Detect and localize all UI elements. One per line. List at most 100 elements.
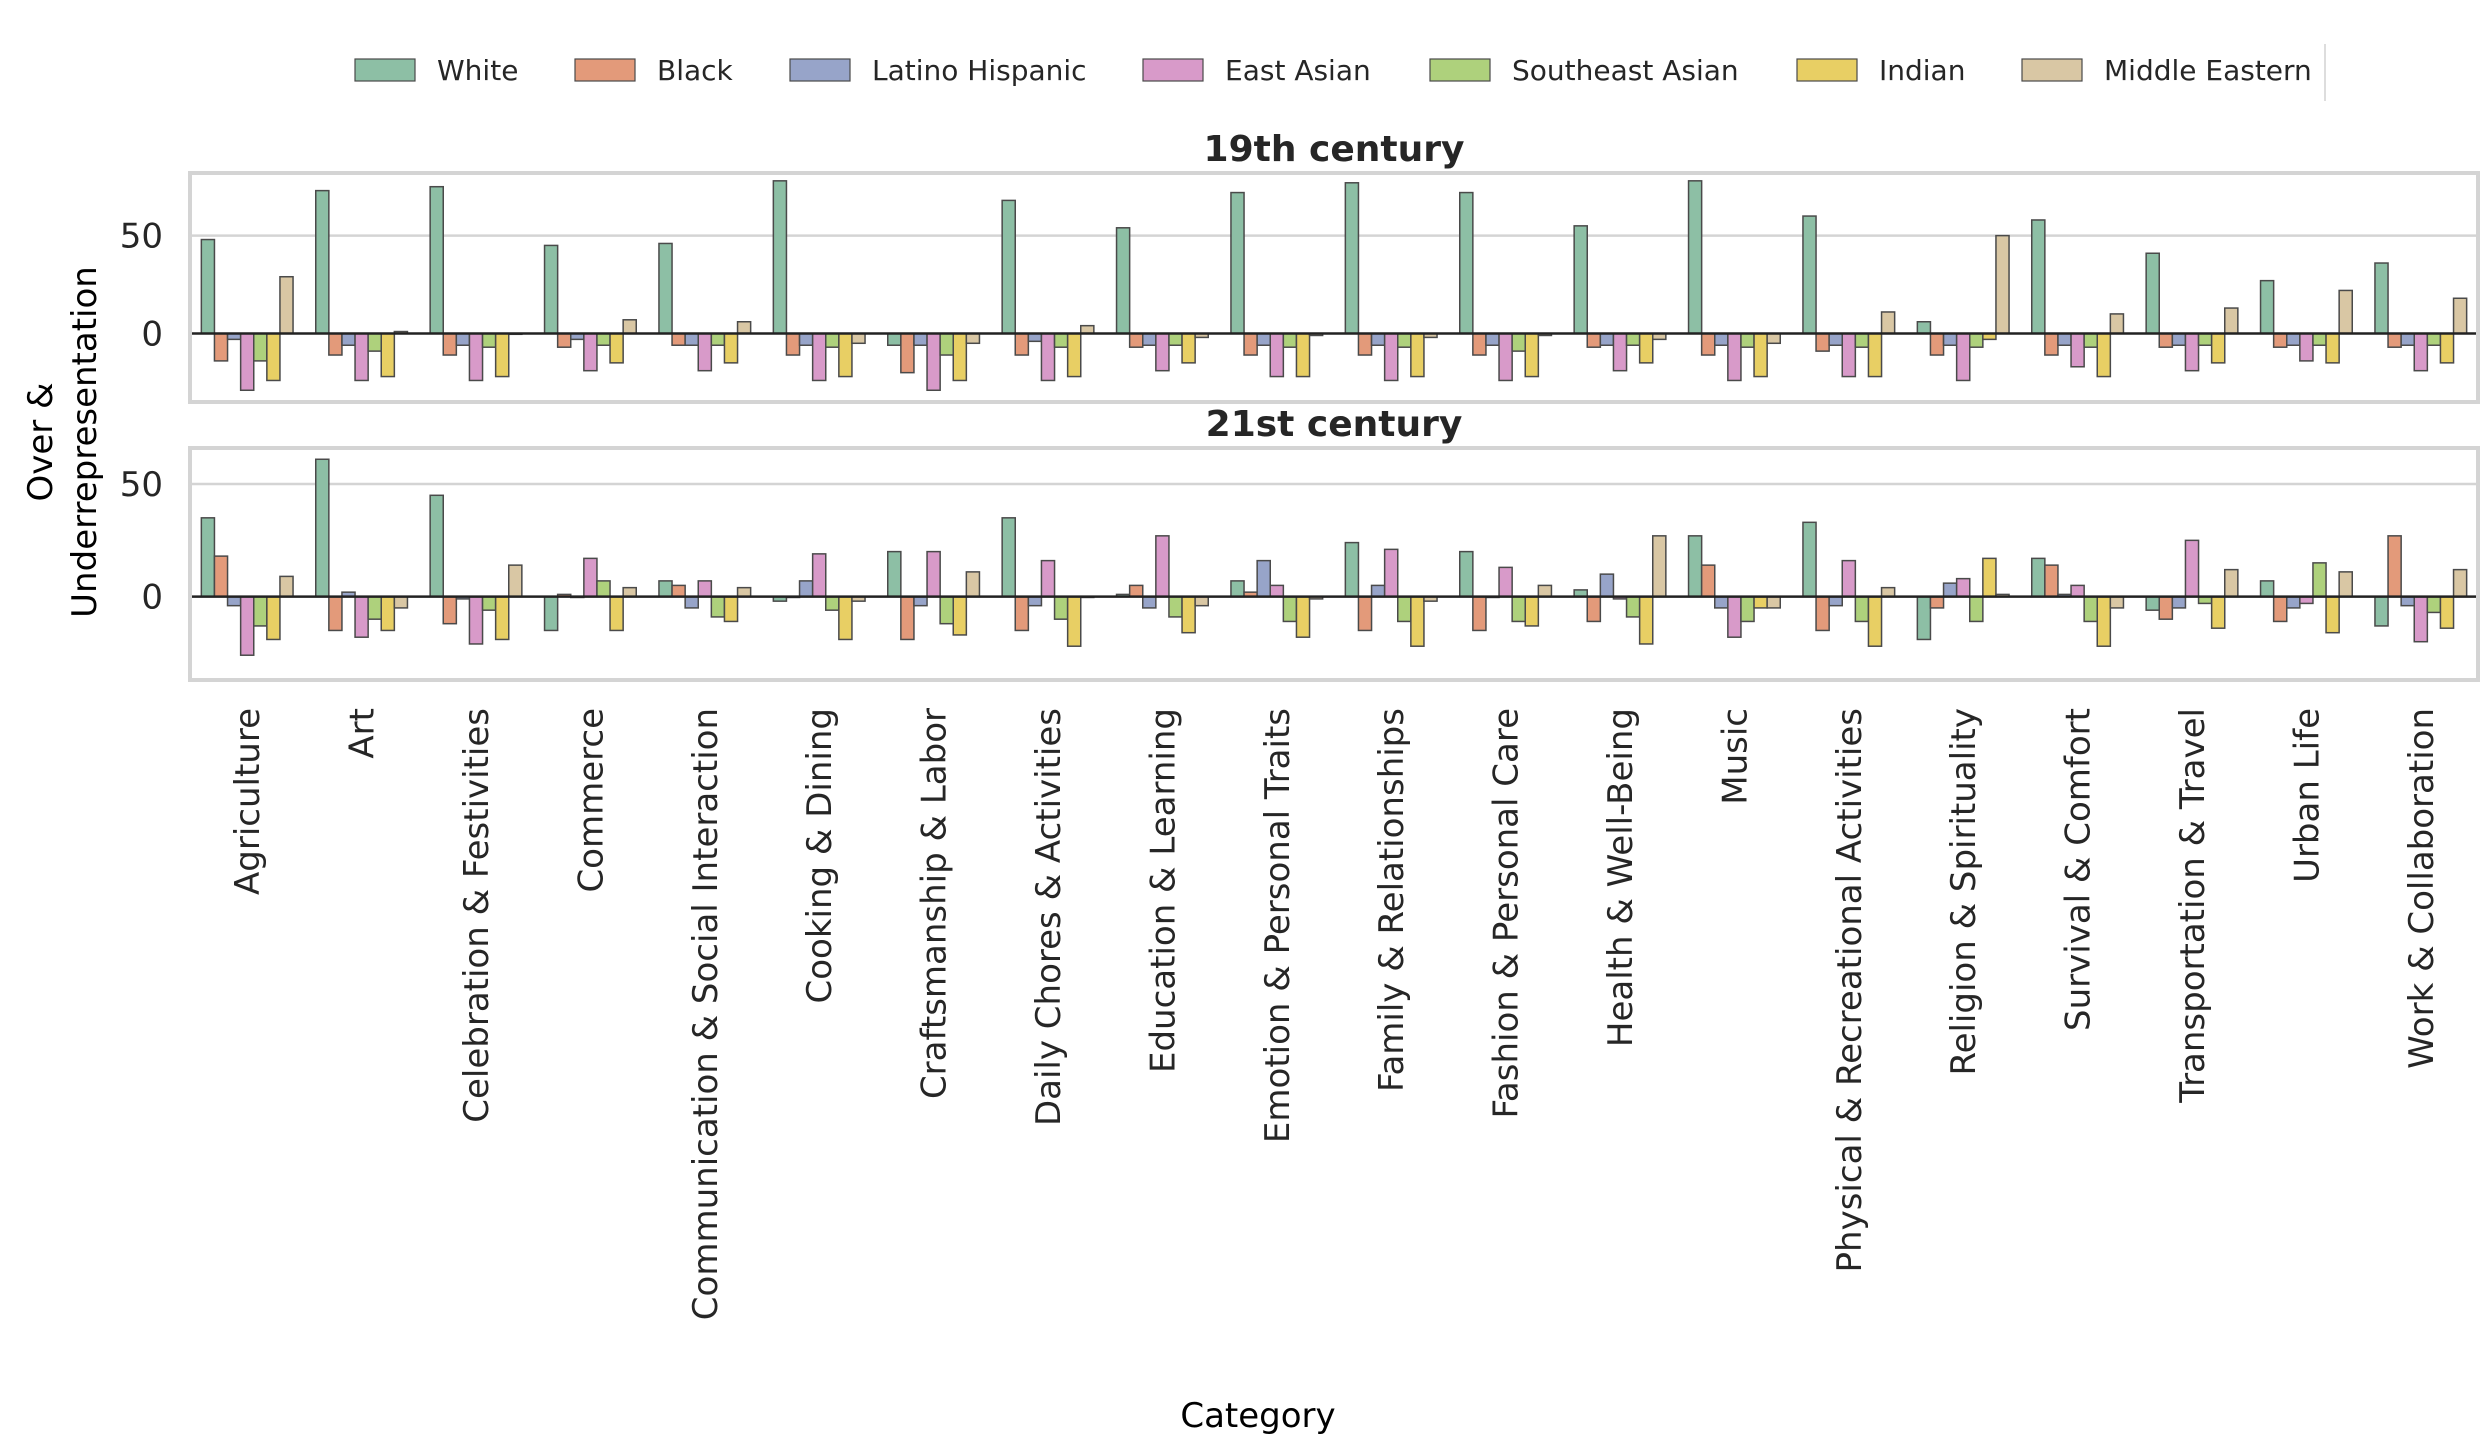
bar-southeast-asian-religion-and-spirituality bbox=[1969, 332, 1984, 348]
bar-east-asian-physical-and-recreational-activities bbox=[1841, 559, 1857, 598]
bar-white-daily-chores-and-activities bbox=[1001, 199, 1017, 335]
bar-white-celebration-and-festivities bbox=[429, 185, 444, 335]
bar-black-communication-and-social-interaction bbox=[671, 332, 686, 346]
bar-latino-hispanic-celebration-and-festivities bbox=[455, 332, 471, 346]
legend-label-white: White bbox=[437, 54, 518, 87]
bar-indian-craftsmanship-and-labor bbox=[952, 332, 968, 382]
category-tick-labels: Agriculture Art Celebration & Festivities C… bbox=[228, 708, 2442, 1320]
bar-indian-work-and-collaboration bbox=[2439, 332, 2455, 364]
bar-white-art bbox=[315, 189, 330, 335]
bar-white-craftsmanship-and-labor bbox=[887, 550, 902, 598]
bar-southeast-asian-education-and-learning bbox=[1168, 595, 1183, 618]
bar-east-asian-agriculture bbox=[239, 595, 255, 656]
bar-black-health-and-well-being bbox=[1586, 332, 1602, 348]
bar-latino-hispanic-transportation-and-travel bbox=[2171, 332, 2187, 346]
bar-east-asian-craftsmanship-and-labor bbox=[926, 332, 941, 392]
bar-southeast-asian-celebration-and-festivities bbox=[481, 595, 497, 611]
bar-east-asian-religion-and-spirituality bbox=[1955, 577, 1971, 598]
bar-indian-education-and-learning bbox=[1181, 332, 1196, 364]
category-label-craftsmanship-and-labor: Craftsmanship & Labor bbox=[915, 708, 955, 1099]
bar-southeast-asian-religion-and-spirituality bbox=[1969, 595, 1984, 623]
bar-white-emotion-and-personal-traits bbox=[1230, 580, 1245, 598]
bar-latino-hispanic-cooking-and-dining bbox=[798, 580, 814, 598]
bar-southeast-asian-art bbox=[367, 332, 382, 352]
bar-southeast-asian-daily-chores-and-activities bbox=[1053, 595, 1069, 620]
bar-white-health-and-well-being bbox=[1573, 225, 1589, 335]
bar-black-communication-and-social-interaction bbox=[671, 584, 686, 598]
bar-southeast-asian-daily-chores-and-activities bbox=[1053, 332, 1069, 348]
legend-label-black: Black bbox=[657, 54, 734, 87]
bar-white-work-and-collaboration bbox=[2374, 595, 2389, 627]
bar-black-music bbox=[1700, 564, 1716, 598]
bar-southeast-asian-agriculture bbox=[253, 332, 268, 362]
bar-indian-urban-life bbox=[2325, 595, 2340, 634]
bar-latino-hispanic-emotion-and-personal-traits bbox=[1256, 332, 1272, 346]
bar-black-celebration-and-festivities bbox=[442, 595, 458, 625]
bar-latino-hispanic-communication-and-social-interaction bbox=[684, 595, 700, 609]
bar-white-music bbox=[1687, 180, 1703, 335]
bar-latino-hispanic-health-and-well-being bbox=[1599, 573, 1615, 598]
bar-black-physical-and-recreational-activities bbox=[1815, 595, 1830, 632]
bar-indian-art bbox=[380, 332, 396, 378]
x-axis-label: Category bbox=[1180, 1396, 1335, 1436]
bar-indian-family-and-relationships bbox=[1410, 595, 1425, 647]
bar-middle-eastern-education-and-learning bbox=[1194, 595, 1210, 607]
bar-southeast-asian-emotion-and-personal-traits bbox=[1282, 332, 1298, 348]
category-label-agriculture: Agriculture bbox=[228, 708, 268, 895]
y-tick-label: 50 bbox=[120, 465, 163, 505]
bar-middle-eastern-religion-and-spirituality bbox=[1995, 234, 2010, 335]
bar-indian-emotion-and-personal-traits bbox=[1295, 595, 1311, 638]
bar-white-urban-life bbox=[2259, 580, 2275, 598]
bar-latino-hispanic-religion-and-spirituality bbox=[1942, 332, 1958, 346]
bar-middle-eastern-work-and-collaboration bbox=[2452, 297, 2468, 335]
bar-white-music bbox=[1687, 535, 1703, 598]
bar-white-daily-chores-and-activities bbox=[1001, 517, 1017, 598]
bar-southeast-asian-craftsmanship-and-labor bbox=[939, 332, 955, 356]
bar-indian-family-and-relationships bbox=[1410, 332, 1425, 378]
bar-southeast-asian-emotion-and-personal-traits bbox=[1282, 595, 1298, 623]
bar-middle-eastern-fashion-and-personal-care bbox=[1537, 584, 1553, 598]
bar-east-asian-fashion-and-personal-care bbox=[1498, 566, 1513, 598]
bar-middle-eastern-survival-and-comfort bbox=[2109, 595, 2125, 609]
bar-middle-eastern-transportation-and-travel bbox=[2224, 307, 2239, 335]
bar-white-work-and-collaboration bbox=[2374, 262, 2389, 335]
bar-black-work-and-collaboration bbox=[2387, 535, 2402, 598]
bar-southeast-asian-celebration-and-festivities bbox=[481, 332, 497, 348]
bar-east-asian-health-and-well-being bbox=[1612, 332, 1628, 372]
legend-swatch-white bbox=[354, 58, 416, 82]
bar-indian-emotion-and-personal-traits bbox=[1295, 332, 1311, 378]
bar-east-asian-education-and-learning bbox=[1155, 332, 1170, 372]
bar-middle-eastern-health-and-well-being bbox=[1652, 535, 1667, 598]
bar-middle-eastern-urban-life bbox=[2338, 289, 2353, 335]
bar-east-asian-commerce bbox=[583, 557, 598, 598]
category-label-communication-and-social-interaction: Communication & Social Interaction bbox=[686, 708, 726, 1320]
bar-black-art bbox=[328, 332, 343, 356]
category-label-commerce: Commerce bbox=[571, 708, 611, 893]
legend-label-middle-eastern: Middle Eastern bbox=[2104, 54, 2312, 87]
bar-east-asian-commerce bbox=[583, 332, 598, 372]
bar-latino-hispanic-art bbox=[341, 332, 356, 346]
bar-latino-hispanic-cooking-and-dining bbox=[798, 332, 814, 346]
bar-black-transportation-and-travel bbox=[2158, 595, 2174, 620]
bar-indian-cooking-and-dining bbox=[838, 332, 853, 378]
bar-white-fashion-and-personal-care bbox=[1459, 191, 1474, 335]
bar-white-emotion-and-personal-traits bbox=[1230, 191, 1245, 335]
bar-southeast-asian-family-and-relationships bbox=[1397, 332, 1412, 348]
bar-latino-hispanic-physical-and-recreational-activities bbox=[1828, 595, 1844, 607]
panel-19th-century: 19th century 0 50 bbox=[120, 129, 2480, 404]
bar-indian-religion-and-spirituality bbox=[1982, 557, 1997, 598]
bar-black-craftsmanship-and-labor bbox=[900, 332, 915, 374]
bar-white-transportation-and-travel bbox=[2145, 252, 2160, 335]
bar-latino-hispanic-craftsmanship-and-labor bbox=[913, 595, 928, 607]
bar-latino-hispanic-survival-and-comfort bbox=[2057, 332, 2072, 346]
bar-latino-hispanic-transportation-and-travel bbox=[2171, 595, 2187, 609]
bar-white-agriculture bbox=[200, 238, 216, 335]
bar-latino-hispanic-agriculture bbox=[226, 595, 242, 607]
bar-white-transportation-and-travel bbox=[2145, 595, 2160, 611]
bar-indian-work-and-collaboration bbox=[2439, 595, 2455, 629]
bar-east-asian-celebration-and-festivities bbox=[468, 595, 484, 645]
y-axis-label-line: Underrepresentation bbox=[65, 266, 105, 618]
bar-black-craftsmanship-and-labor bbox=[900, 595, 915, 641]
bar-white-physical-and-recreational-activities bbox=[1802, 215, 1817, 335]
